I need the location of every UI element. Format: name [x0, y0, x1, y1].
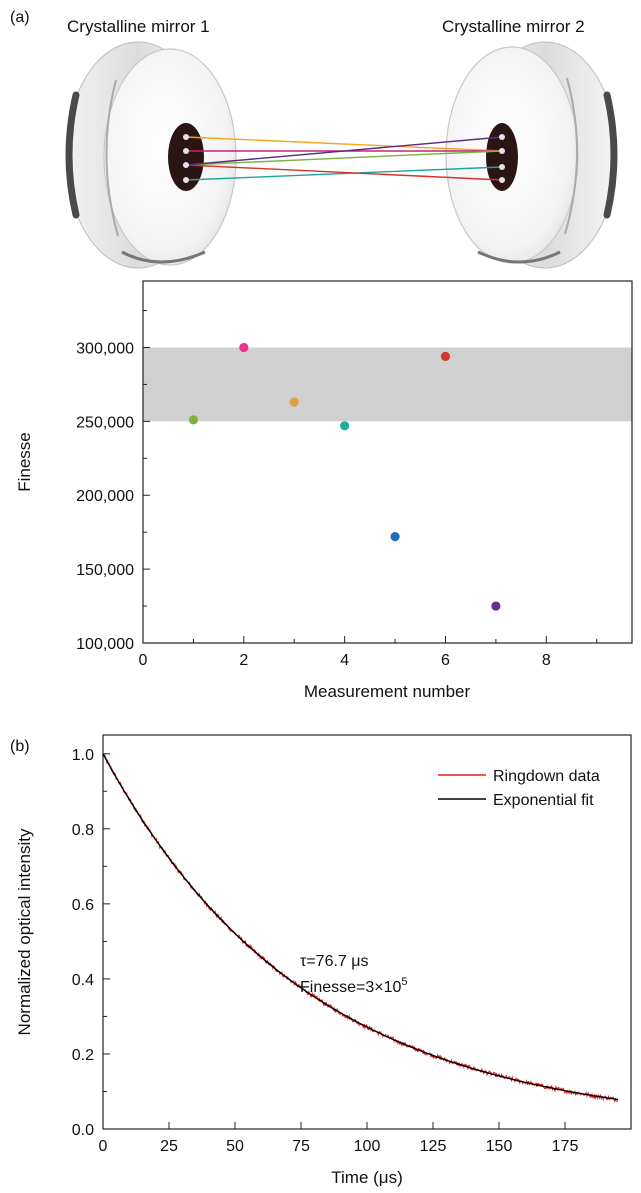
x-tick-label: 75: [292, 1138, 310, 1155]
beam-spot: [499, 164, 505, 170]
y-tick-label: 0.8: [72, 822, 94, 839]
x-tick-label: 175: [552, 1138, 579, 1155]
beam-line: [185, 166, 503, 181]
beam-line: [185, 136, 503, 152]
y-tick-label: 0.6: [72, 897, 94, 914]
y-tick-label: 0.0: [72, 1122, 94, 1139]
finesse-plot-frame: [142, 280, 633, 644]
finesse-point: [491, 601, 501, 611]
x-tick-label: 8: [542, 652, 551, 669]
mirror1-spot: [168, 123, 204, 191]
mirror1-label: Crystalline mirror 1: [67, 17, 210, 36]
finesse-point: [390, 532, 400, 542]
y-tick-label: 100,000: [76, 636, 134, 653]
x-tick-label: 150: [486, 1138, 513, 1155]
y-tick-label: 1.0: [72, 747, 94, 764]
legend-label-ringdown: Ringdown data: [493, 768, 600, 785]
finesse-annotation: Finesse=3×105: [300, 976, 408, 996]
beam-paths: [183, 134, 505, 183]
mirror2-spot: [486, 123, 518, 191]
mirror-1: [65, 41, 237, 269]
finesse-band: [143, 347, 632, 422]
finesse-point: [289, 397, 299, 407]
y-tick-label: 200,000: [76, 488, 134, 505]
y-tick-label: 300,000: [76, 340, 134, 357]
beam-spot: [499, 177, 505, 183]
beam-line: [185, 136, 503, 166]
ringdown-legend: Ringdown data Exponential fit: [438, 768, 600, 809]
beam-spot: [183, 134, 189, 140]
panel-a-label: (a): [10, 9, 30, 26]
x-tick-label: 125: [420, 1138, 447, 1155]
x-tick-label: 25: [160, 1138, 178, 1155]
finesse-y-label: Finesse: [15, 432, 34, 492]
beam-line: [185, 150, 503, 166]
beam-line: [185, 164, 503, 181]
x-tick-label: 4: [340, 652, 349, 669]
y-tick-label: 0.2: [72, 1047, 94, 1064]
finesse-points: [188, 342, 501, 611]
finesse-chart: 0 2 4 6 8 100,000 150,000 200,000 250,000 300,000…: [15, 280, 633, 701]
x-tick-label: 6: [441, 652, 450, 669]
finesse-point: [239, 342, 249, 353]
panel-b-label: (b): [10, 738, 30, 755]
finesse-point: [188, 415, 199, 425]
ringdown-chart: 0 25 50 75 100 125 150 175 0.0 0.2 0.4 0.6 0.8 1.0 Ri…: [15, 734, 632, 1187]
finesse-point: [340, 421, 350, 431]
finesse-annotation-base: Finesse=3×10: [300, 979, 402, 996]
beam-spot: [499, 148, 505, 154]
x-tick-label: 100: [354, 1138, 381, 1155]
beam-spot: [183, 148, 189, 154]
beam-spot: [183, 162, 189, 168]
ringdown-x-label: Time (μs): [331, 1168, 403, 1187]
finesse-annotation-exp: 5: [401, 976, 407, 988]
finesse-point: [440, 351, 451, 361]
finesse-x-label: Measurement number: [304, 682, 471, 701]
mirror-2: [445, 41, 618, 269]
x-tick-label: 0: [139, 652, 148, 669]
x-tick-label: 2: [239, 652, 248, 669]
beam-spot: [183, 177, 189, 183]
x-tick-label: 50: [226, 1138, 244, 1155]
finesse-axes: 0 2 4 6 8 100,000 150,000 200,000 250,000 300,000: [76, 310, 598, 669]
tau-annotation: τ=76.7 μs: [300, 953, 368, 970]
mirror2-label: Crystalline mirror 2: [442, 17, 585, 36]
ringdown-y-label: Normalized optical intensity: [15, 828, 34, 1035]
y-tick-label: 0.4: [72, 972, 94, 989]
beam-spot: [499, 134, 505, 140]
ringdown-axes: 0 25 50 75 100 125 150 175 0.0 0.2 0.4 0.6 0.8 1.0: [72, 747, 579, 1155]
x-tick-label: 0: [99, 1138, 108, 1155]
y-tick-label: 150,000: [76, 562, 134, 579]
exponential-fit-line: [102, 753, 618, 1101]
y-tick-label: 250,000: [76, 414, 134, 431]
legend-label-fit: Exponential fit: [493, 792, 594, 809]
